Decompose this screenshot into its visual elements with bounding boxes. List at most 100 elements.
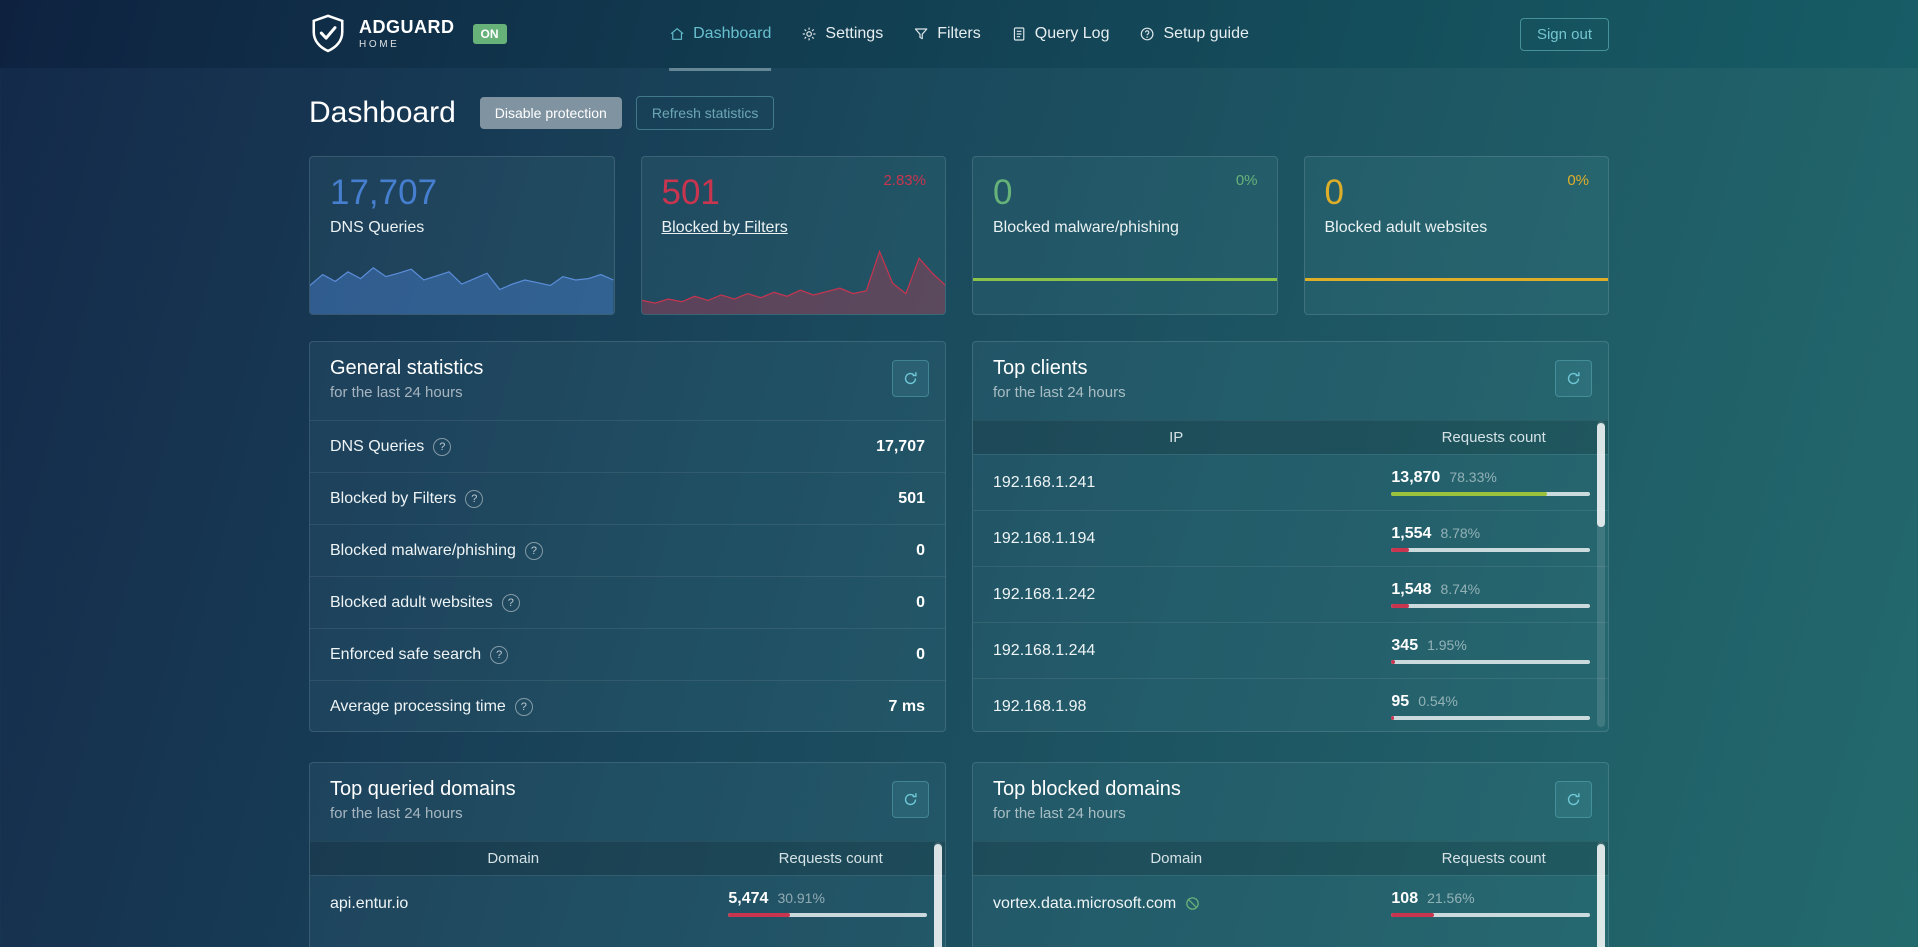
help-icon[interactable]: ? — [465, 489, 484, 508]
brand: ADGUARD HOME ON — [309, 13, 507, 55]
refresh-panel-button[interactable] — [892, 360, 929, 397]
progress-bar-fill — [1391, 660, 1396, 664]
help-icon[interactable]: ? — [501, 593, 520, 612]
bottom-panels-row: Top queried domains for the last 24 hour… — [309, 762, 1609, 947]
client-ip[interactable]: 192.168.1.242 — [993, 585, 1096, 603]
column-header-domain[interactable]: Domain — [1150, 850, 1203, 867]
request-count: 108 — [1391, 890, 1419, 907]
nav-item-dashboard[interactable]: Dashboard — [669, 0, 772, 71]
progress-bar-fill — [728, 913, 790, 917]
column-header-ip[interactable]: IP — [1169, 429, 1184, 446]
blocked-malware-label: Blocked malware/phishing — [993, 219, 1179, 237]
nav-item-label: Setup guide — [1163, 25, 1249, 42]
blocked-indicator-icon — [1184, 895, 1201, 912]
scrollbar-thumb[interactable] — [1597, 423, 1605, 527]
panel-subtitle: for the last 24 hours — [993, 805, 1126, 822]
stat-value: 0 — [916, 645, 925, 663]
request-percent: 30.91% — [777, 890, 825, 906]
progress-bar — [1391, 716, 1590, 720]
column-header-requests[interactable]: Requests count — [1441, 429, 1546, 446]
nav-item-query-log[interactable]: Query Log — [1011, 0, 1110, 68]
sign-out-button[interactable]: Sign out — [1519, 17, 1609, 51]
client-row: 192.168.1.244 345 1.95% — [973, 622, 1608, 678]
top-navbar: ADGUARD HOME ON Dashboard Settings Filte… — [0, 0, 1918, 71]
column-header-requests[interactable]: Requests count — [1441, 850, 1546, 867]
nav-item-settings[interactable]: Settings — [801, 0, 883, 68]
top-queried-table: Domain Requests count api.entur.io 5,474… — [310, 841, 945, 931]
blocked-malware-percent: 0% — [1235, 172, 1258, 189]
dns-queries-sparkline — [310, 246, 614, 314]
client-ip[interactable]: 192.168.1.98 — [993, 697, 1087, 715]
blocked-by-filters-link[interactable]: Blocked by Filters — [661, 219, 788, 237]
domain-name[interactable]: vortex.data.microsoft.com — [993, 894, 1177, 912]
scrollbar-track — [1597, 421, 1605, 727]
refresh-panel-button[interactable] — [892, 781, 929, 818]
help-icon[interactable]: ? — [490, 645, 509, 664]
scrollbar-thumb[interactable] — [1597, 844, 1605, 947]
help-icon[interactable]: ? — [524, 541, 543, 560]
request-count: 95 — [1391, 693, 1410, 710]
blocked-adult-baseline — [1304, 278, 1608, 281]
scrollbar-thumb[interactable] — [934, 844, 942, 947]
client-ip[interactable]: 192.168.1.244 — [993, 641, 1096, 659]
request-count: 13,870 — [1391, 469, 1441, 486]
domain-row: vortex.data.microsoft.com 108 21.56% — [973, 875, 1608, 931]
help-icon[interactable]: ? — [514, 697, 533, 716]
scrollbar-track — [934, 842, 942, 947]
domain-name[interactable]: api.entur.io — [330, 894, 409, 912]
top-queried-domains-panel: Top queried domains for the last 24 hour… — [309, 762, 946, 947]
column-header-domain[interactable]: Domain — [487, 850, 540, 867]
top-clients-table: IP Requests count 192.168.1.241 13,870 7… — [973, 420, 1608, 731]
client-requests: 1,548 8.74% — [1379, 581, 1608, 608]
top-blocked-domains-panel: Top blocked domains for the last 24 hour… — [972, 762, 1609, 947]
help-icon[interactable]: ? — [433, 437, 452, 456]
panel-title: General statistics — [330, 357, 484, 379]
request-percent: 8.78% — [1440, 525, 1481, 541]
stat-label: DNS Queries — [330, 437, 425, 455]
nav-item-filters[interactable]: Filters — [913, 0, 981, 68]
stat-label: Average processing time — [330, 697, 506, 715]
blocked-malware-card: 0 Blocked malware/phishing 0% — [972, 156, 1278, 315]
adguard-logo-icon — [309, 13, 347, 55]
blocked-filters-value: 501 — [661, 173, 720, 212]
stat-row: DNS Queries ? 17,707 — [310, 420, 945, 472]
stat-cards-row: 17,707 DNS Queries 501 Blocked by Filter… — [309, 156, 1609, 315]
blocked-adult-value: 0 — [1324, 173, 1344, 212]
panel-title: Top clients — [993, 357, 1088, 379]
domain-requests: 108 21.56% — [1379, 890, 1608, 917]
request-count: 1,554 — [1391, 525, 1432, 542]
request-percent: 1.95% — [1427, 637, 1467, 653]
stat-row: Enforced safe search ? 0 — [310, 628, 945, 680]
progress-bar — [1391, 660, 1590, 664]
client-ip[interactable]: 192.168.1.194 — [993, 529, 1096, 547]
nav-item-setup-guide[interactable]: Setup guide — [1139, 0, 1249, 68]
doc-icon — [1011, 26, 1027, 42]
refresh-statistics-button[interactable]: Refresh statistics — [635, 96, 775, 130]
nav-item-label: Query Log — [1034, 25, 1110, 42]
top-blocked-table: Domain Requests count vortex.data.micros… — [973, 841, 1608, 931]
request-percent: 78.33% — [1449, 469, 1497, 485]
request-percent: 21.56% — [1427, 890, 1475, 906]
refresh-panel-button[interactable] — [1555, 360, 1592, 397]
dns-queries-card: 17,707 DNS Queries — [309, 156, 615, 315]
disable-protection-button[interactable]: Disable protection — [479, 97, 622, 129]
client-requests: 1,554 8.78% — [1379, 525, 1608, 552]
panel-title: Top blocked domains — [993, 778, 1181, 800]
dashboard-page: Dashboard Disable protection Refresh sta… — [309, 96, 1609, 947]
column-header-requests[interactable]: Requests count — [778, 850, 883, 867]
funnel-icon — [913, 26, 929, 42]
panel-title: Top queried domains — [330, 778, 516, 800]
progress-bar-fill — [1391, 548, 1409, 552]
progress-bar-fill — [1391, 913, 1435, 917]
client-requests: 13,870 78.33% — [1379, 469, 1608, 496]
progress-bar — [1391, 492, 1590, 496]
nav-item-label: Dashboard — [693, 25, 772, 42]
stat-value: 0 — [916, 541, 925, 559]
stat-label: Blocked adult websites — [330, 593, 493, 611]
progress-bar — [1391, 913, 1590, 917]
request-count: 1,548 — [1391, 581, 1432, 598]
top-clients-panel: Top clients for the last 24 hours IP Req… — [972, 341, 1609, 732]
request-percent: 8.74% — [1440, 581, 1481, 597]
refresh-panel-button[interactable] — [1555, 781, 1592, 818]
client-ip[interactable]: 192.168.1.241 — [993, 473, 1096, 491]
